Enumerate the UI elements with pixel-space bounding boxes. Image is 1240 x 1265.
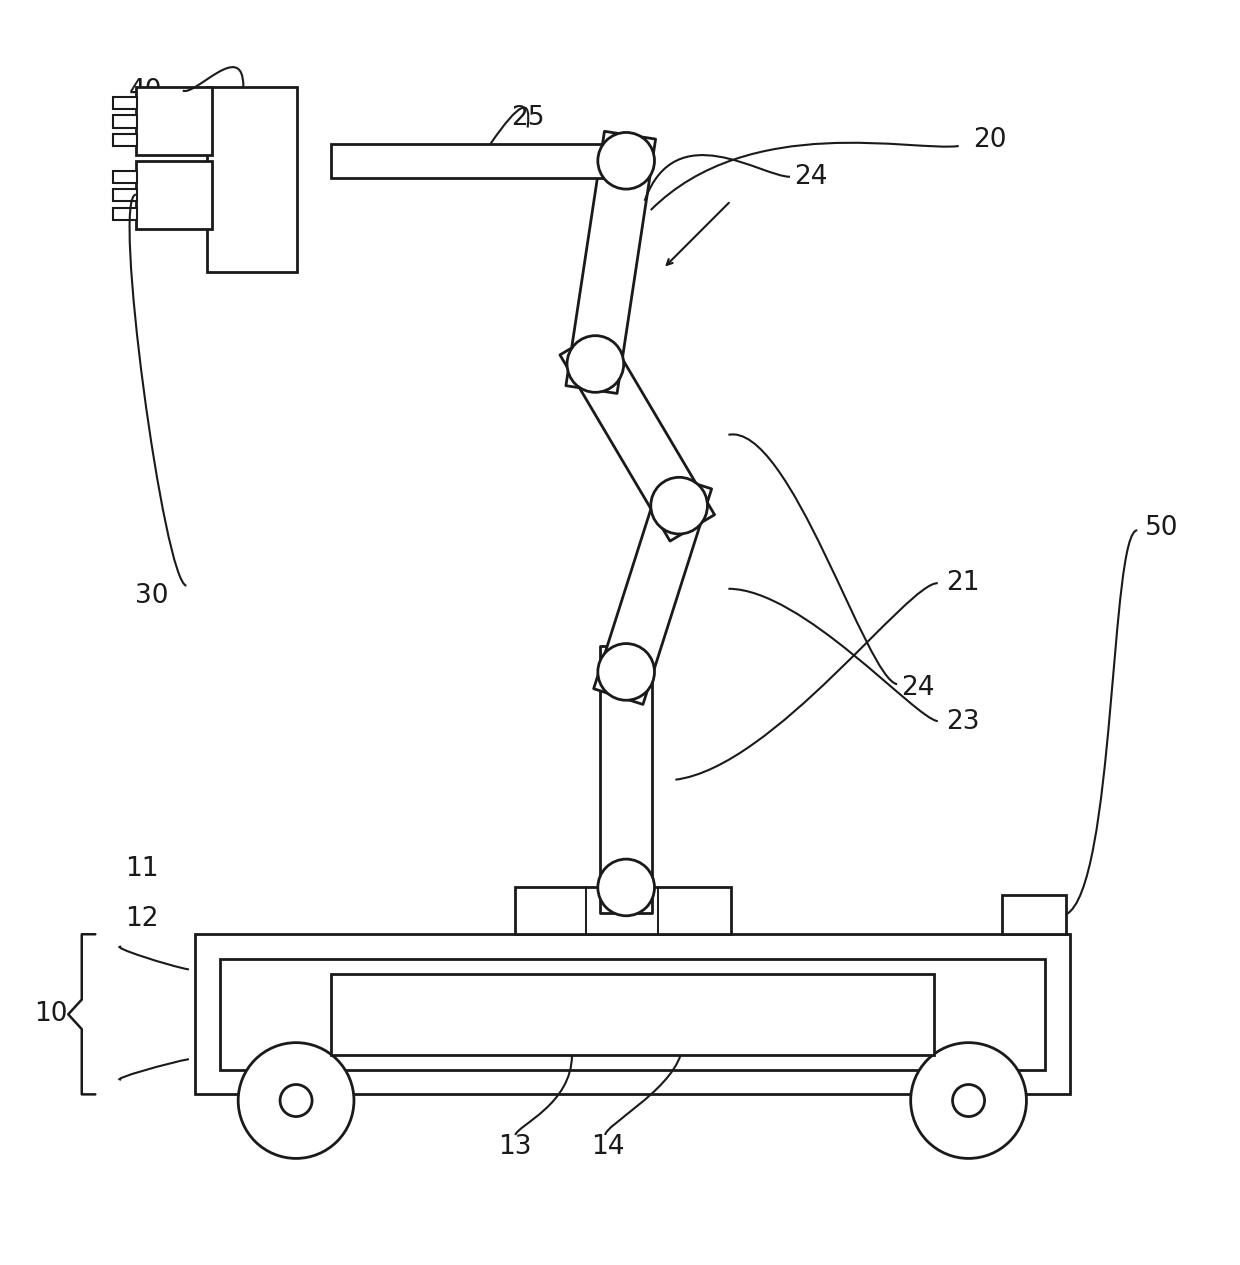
Bar xyxy=(113,188,138,201)
Bar xyxy=(516,888,730,935)
Text: 30: 30 xyxy=(135,583,169,608)
Bar xyxy=(113,115,138,128)
Text: 25: 25 xyxy=(511,105,544,130)
Text: 24: 24 xyxy=(901,676,935,701)
Bar xyxy=(136,161,212,229)
Circle shape xyxy=(598,644,655,701)
Text: 11: 11 xyxy=(125,856,159,882)
Bar xyxy=(113,207,138,220)
Text: 12: 12 xyxy=(125,907,159,932)
Circle shape xyxy=(567,335,624,392)
Bar xyxy=(113,96,138,109)
Text: 14: 14 xyxy=(591,1135,625,1160)
Circle shape xyxy=(238,1042,353,1159)
Polygon shape xyxy=(594,473,712,705)
Bar xyxy=(113,134,138,145)
Bar xyxy=(195,935,1070,1094)
Text: 24: 24 xyxy=(794,163,827,190)
Bar xyxy=(1002,894,1066,935)
Polygon shape xyxy=(600,646,652,913)
Text: 13: 13 xyxy=(498,1135,532,1160)
Bar xyxy=(331,143,626,178)
Text: 40: 40 xyxy=(129,77,162,104)
Text: 20: 20 xyxy=(972,126,1006,153)
Bar xyxy=(207,87,298,272)
Circle shape xyxy=(651,477,708,534)
Text: 50: 50 xyxy=(1146,515,1179,541)
Bar xyxy=(331,974,934,1055)
Text: 10: 10 xyxy=(35,1002,68,1027)
Circle shape xyxy=(952,1084,985,1117)
Circle shape xyxy=(598,133,655,188)
Text: 21: 21 xyxy=(946,571,980,596)
Bar xyxy=(113,171,138,183)
Polygon shape xyxy=(560,329,714,541)
Circle shape xyxy=(598,859,655,916)
Polygon shape xyxy=(565,132,656,393)
Bar xyxy=(136,87,212,154)
Circle shape xyxy=(910,1042,1027,1159)
Text: 23: 23 xyxy=(946,710,980,735)
Bar xyxy=(219,959,1045,1070)
Circle shape xyxy=(280,1084,312,1117)
